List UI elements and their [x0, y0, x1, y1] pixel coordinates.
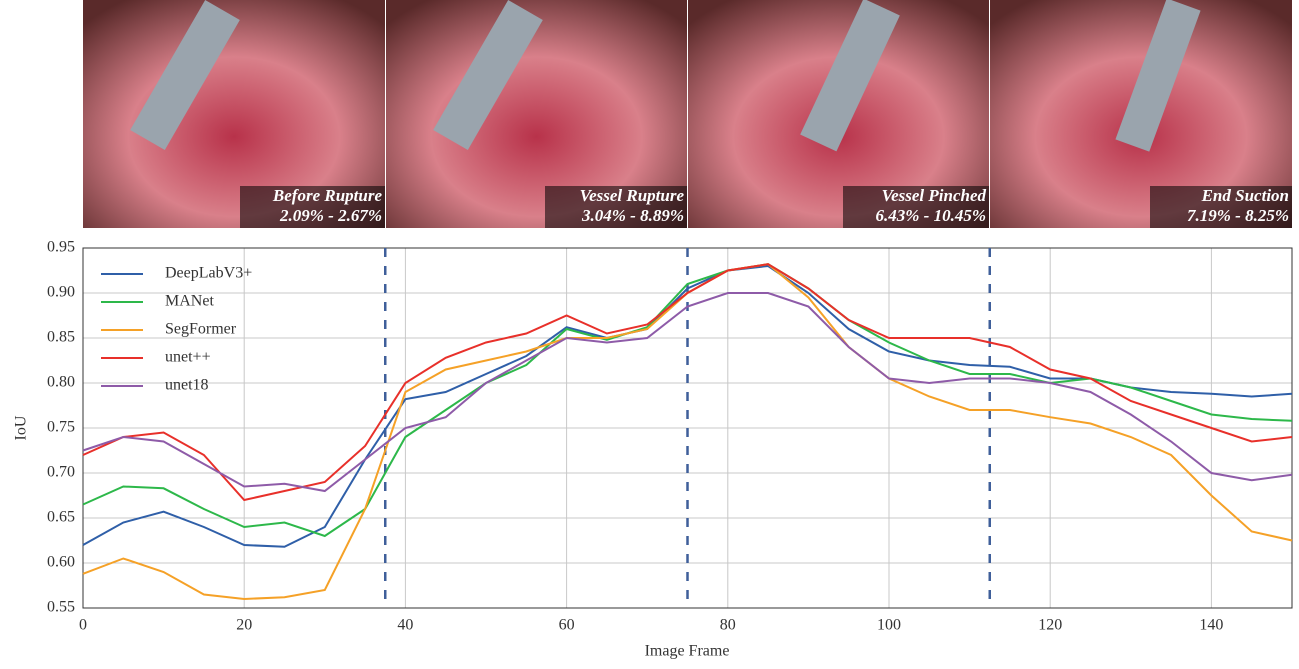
- y-tick-label: 0.90: [47, 284, 75, 301]
- x-tick-label: 0: [79, 617, 87, 634]
- panel-label: Before Rupture: [272, 186, 383, 205]
- y-tick-label: 0.70: [47, 464, 75, 481]
- legend-label: unet18: [165, 377, 209, 394]
- label-bg: [240, 186, 385, 228]
- x-tick-label: 120: [1038, 617, 1062, 634]
- instrument: [130, 0, 240, 150]
- y-tick-label: 0.95: [47, 239, 75, 256]
- panel-range: 7.19% - 8.25%: [1187, 206, 1289, 225]
- label-bg: [545, 186, 687, 228]
- panel-label: Vessel Pinched: [882, 186, 987, 205]
- y-tick-label: 0.55: [47, 599, 75, 616]
- y-axis-label: IoU: [13, 415, 30, 440]
- x-tick-label: 80: [720, 617, 736, 634]
- instrument: [1115, 0, 1201, 152]
- panel-range: 2.09% - 2.67%: [279, 206, 382, 225]
- x-tick-label: 20: [236, 617, 252, 634]
- y-tick-label: 0.85: [47, 329, 75, 346]
- series-line: [82, 292, 1293, 493]
- series-line: [82, 263, 1293, 502]
- image-panels: Before Rupture 2.09% - 2.67% Vessel Rupt…: [83, 0, 1292, 228]
- label-bg: [1150, 186, 1292, 228]
- y-tick-label: 0.65: [47, 509, 75, 526]
- legend-label: SegFormer: [165, 321, 237, 338]
- legend-label: MANet: [165, 293, 214, 310]
- panel-label: Vessel Rupture: [580, 186, 685, 205]
- y-tick-label: 0.60: [47, 554, 75, 571]
- legend-label: unet++: [165, 349, 211, 366]
- instrument: [800, 0, 900, 152]
- y-tick-label: 0.80: [47, 374, 75, 391]
- instrument: [433, 0, 543, 150]
- panel-label: End Suction: [1201, 186, 1289, 205]
- label-bg: [843, 186, 989, 228]
- x-tick-label: 40: [397, 617, 413, 634]
- y-tick-label: 0.75: [47, 419, 75, 436]
- panel-range: 3.04% - 8.89%: [581, 206, 684, 225]
- x-tick-label: 100: [877, 617, 901, 634]
- x-tick-label: 60: [559, 617, 575, 634]
- legend-label: DeepLabV3+: [165, 265, 252, 282]
- panel-range: 6.43% - 10.45%: [876, 206, 986, 225]
- x-axis-label: Image Frame: [645, 643, 730, 660]
- x-tick-label: 140: [1199, 617, 1223, 634]
